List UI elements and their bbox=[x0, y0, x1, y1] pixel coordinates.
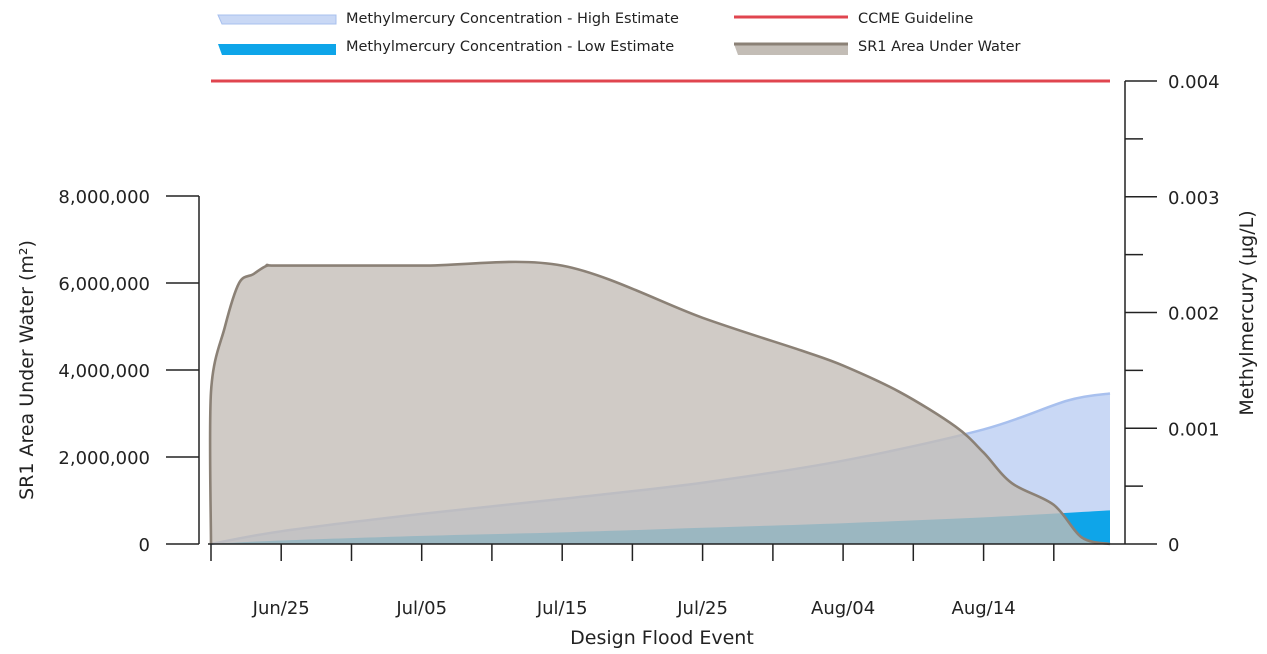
legend-swatch-sr1-area bbox=[734, 44, 848, 55]
left-tick-label: 8,000,000 bbox=[58, 187, 150, 208]
left-axis-title: SR1 Area Under Water (m²) bbox=[16, 240, 38, 500]
legend: Methylmercury Concentration - High Estim… bbox=[217, 11, 1020, 55]
x-tick-label: Jul/05 bbox=[395, 598, 447, 619]
right-tick-label: 0.002 bbox=[1168, 304, 1220, 325]
right-tick-label: 0.003 bbox=[1168, 188, 1220, 209]
legend-item-low-estimate[interactable]: Methylmercury Concentration - Low Estima… bbox=[218, 39, 674, 55]
legend-item-ccme-guideline[interactable]: CCME Guideline bbox=[734, 11, 973, 27]
right-tick-label: 0 bbox=[1168, 535, 1179, 556]
left-tick-label: 4,000,000 bbox=[58, 361, 150, 382]
legend-label-sr1-area: SR1 Area Under Water bbox=[858, 39, 1020, 55]
left-tick-label: 6,000,000 bbox=[58, 274, 150, 295]
x-axis-title: Design Flood Event bbox=[570, 627, 754, 649]
tick-marks bbox=[166, 80, 1157, 561]
legend-item-sr1-area[interactable]: SR1 Area Under Water bbox=[734, 39, 1020, 55]
left-tick-label: 2,000,000 bbox=[58, 448, 150, 469]
right-tick-label: 0.004 bbox=[1168, 72, 1220, 93]
series-line-sr1-area-under-water bbox=[208, 260, 1111, 546]
legend-swatch-high-estimate bbox=[217, 14, 337, 25]
legend-swatch-low-estimate bbox=[218, 44, 336, 55]
legend-item-high-estimate[interactable]: Methylmercury Concentration - High Estim… bbox=[217, 11, 679, 27]
x-tick-label: Jun/25 bbox=[252, 598, 310, 619]
x-tick-label: Jul/15 bbox=[536, 598, 588, 619]
right-axis-title: Methylmercury (µg/L) bbox=[1236, 210, 1258, 415]
x-tick-label: Jul/25 bbox=[676, 598, 728, 619]
x-tick-label: Aug/04 bbox=[811, 598, 875, 619]
legend-label-low-estimate: Methylmercury Concentration - Low Estima… bbox=[346, 39, 674, 55]
legend-label-high-estimate: Methylmercury Concentration - High Estim… bbox=[346, 11, 679, 27]
plot-area bbox=[208, 79, 1111, 546]
right-tick-label: 0.001 bbox=[1168, 419, 1220, 440]
left-tick-label: 0 bbox=[139, 535, 150, 556]
legend-label-ccme-guideline: CCME Guideline bbox=[858, 11, 973, 27]
tick-labels: Jun/25 Jul/05 Jul/15 Jul/25 Aug/04 Aug/14 0 2,0… bbox=[58, 72, 1219, 619]
series-area-sr1-area-under-water bbox=[210, 261, 1110, 544]
x-tick-label: Aug/14 bbox=[952, 598, 1016, 619]
